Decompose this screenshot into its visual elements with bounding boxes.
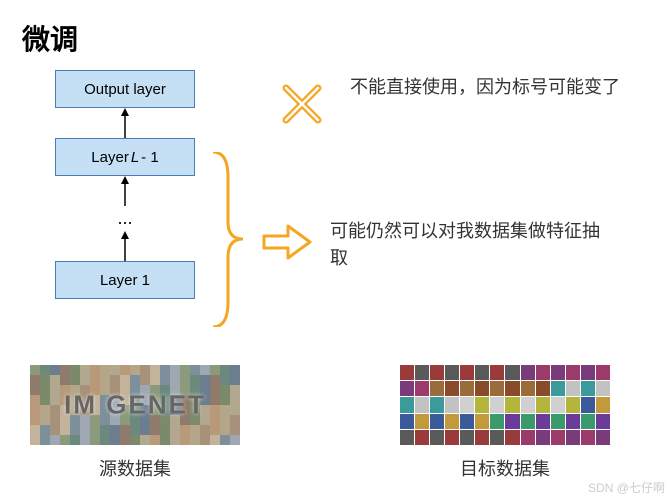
x-icon (280, 82, 324, 126)
x-description: 不能直接使用，因为标号可能变了 (350, 74, 630, 101)
arrow-right-icon (262, 224, 312, 260)
source-dataset: IM GENET 源数据集 (30, 365, 240, 481)
arrow-up-icon (118, 176, 132, 206)
layer-1: Layer 1 (55, 261, 195, 299)
source-mosaic: IM GENET (30, 365, 240, 445)
layer-lminus1-mid: L (131, 149, 139, 166)
target-caption: 目标数据集 (400, 455, 610, 481)
imagenet-overlay: IM GENET (64, 390, 206, 421)
arrow-up-icon (118, 108, 132, 138)
target-dataset: 目标数据集 (400, 365, 610, 481)
layer-stack: Output layer Layer L - 1 ... Layer 1 (40, 70, 210, 299)
arrow-description: 可能仍然可以对我数据集做特征抽取 (330, 218, 610, 272)
layer-lminus1-suffix: - 1 (141, 149, 159, 166)
source-caption: 源数据集 (30, 455, 240, 481)
layer-lminus1: Layer L - 1 (55, 138, 195, 176)
layer-dots: ... (117, 206, 132, 231)
layer-output: Output layer (55, 70, 195, 108)
watermark: SDN @七仔啊 (588, 479, 665, 496)
layer-lminus1-prefix: Layer (91, 149, 129, 166)
arrow-up-icon (118, 231, 132, 261)
brace-icon (208, 152, 248, 327)
page-title: 微调 (22, 18, 78, 58)
target-mosaic (400, 365, 610, 445)
